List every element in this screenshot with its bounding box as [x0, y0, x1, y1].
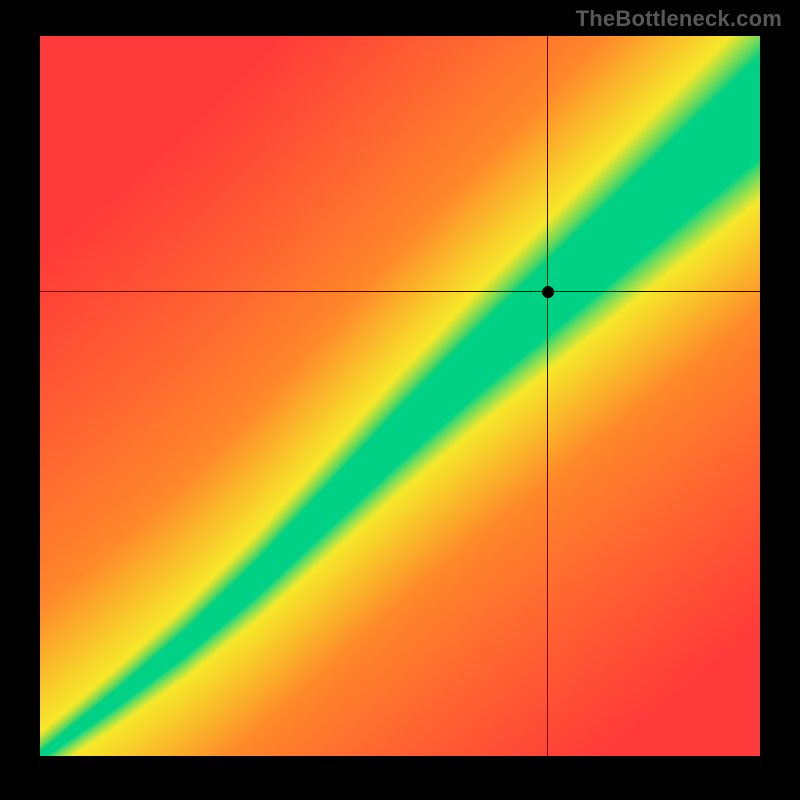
watermark: TheBottleneck.com	[576, 6, 782, 32]
crosshair-vertical	[547, 36, 548, 756]
plot-area	[40, 36, 760, 756]
selection-marker[interactable]	[542, 286, 554, 298]
bottleneck-heatmap	[40, 36, 760, 756]
crosshair-horizontal	[40, 291, 760, 292]
